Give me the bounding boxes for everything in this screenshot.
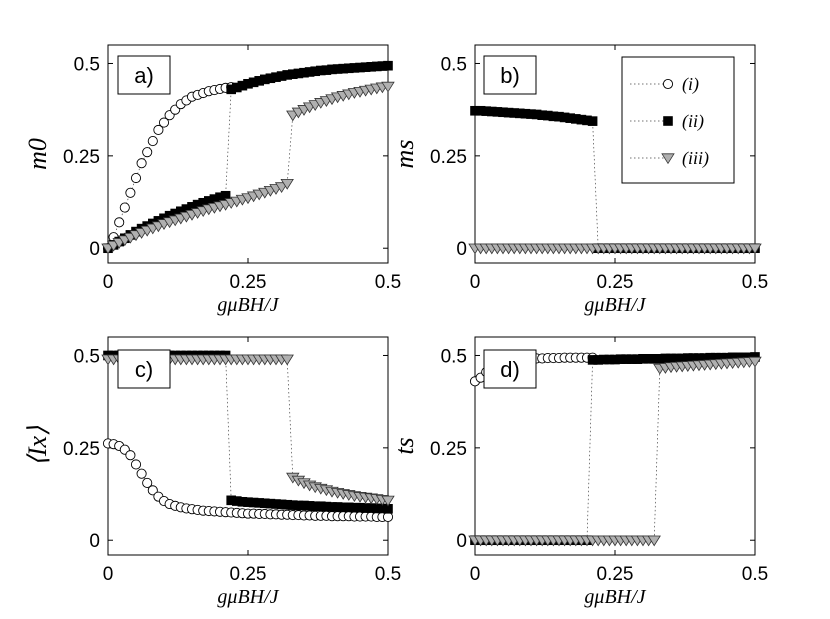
legend-label: (iii) (682, 148, 709, 169)
series-0 (102, 438, 394, 522)
data-point (147, 136, 158, 147)
x-axis-label: gμBH/J (217, 294, 279, 316)
data-point (130, 459, 142, 470)
data-point (748, 356, 762, 368)
data-point (280, 178, 294, 190)
legend-label: (ii) (682, 111, 704, 132)
data-point (147, 485, 158, 496)
x-axis-label: gμBH/J (584, 294, 646, 316)
data-point (647, 535, 661, 547)
y-axis-label: ⟨Ix⟩ (23, 426, 52, 467)
legend-marker (662, 78, 674, 90)
x-tick-label: 0.5 (742, 272, 768, 293)
data-point (119, 202, 130, 213)
data-point (153, 124, 164, 136)
panel-label: d) (500, 357, 520, 382)
y-tick-label: 0.5 (74, 346, 100, 367)
series-2 (468, 243, 762, 255)
y-tick-label: 0.25 (63, 439, 100, 460)
data-point (130, 172, 142, 184)
panel-label-box (483, 349, 537, 389)
y-tick-label: 0.5 (441, 54, 467, 75)
y-tick-label: 0 (456, 531, 467, 552)
data-point (382, 511, 394, 522)
data-point (383, 60, 393, 71)
legend-marker (663, 116, 673, 126)
x-tick-label: 0.25 (597, 272, 634, 293)
data-point (136, 468, 147, 479)
data-point (381, 81, 395, 93)
panel-label-box (117, 349, 171, 389)
legend-label: (i) (682, 74, 699, 95)
data-point (136, 158, 147, 169)
y-tick-label: 0.5 (441, 346, 467, 367)
data-point (381, 495, 395, 507)
legend: (i) (ii) (iii) (621, 56, 735, 184)
panel-label: a) (134, 63, 154, 88)
series-2 (101, 354, 395, 507)
x-axis-label: gμBH/J (217, 586, 279, 608)
x-tick-label: 0 (103, 564, 114, 585)
panel-label: b) (500, 63, 520, 88)
data-point (587, 116, 598, 126)
data-point (125, 187, 136, 198)
y-tick-label: 0.5 (74, 54, 100, 75)
x-tick-label: 0 (470, 272, 481, 293)
y-axis-label: ts (390, 437, 419, 454)
x-tick-label: 0 (470, 564, 481, 585)
data-point (158, 117, 170, 128)
y-tick-label: 0 (456, 239, 467, 260)
panel-d: 0 0.25 0.5 0 0.25 0.5 gμBH/J ts d) (390, 336, 768, 608)
data-point (125, 450, 136, 461)
panel-label-box (117, 55, 171, 95)
data-point (280, 354, 294, 366)
data-point (142, 147, 153, 158)
y-tick-label: 0.25 (430, 147, 467, 168)
panel-b: 0 0.25 0.5 0 0.25 0.5 gμBH/J ms b) (i) (ii) (iii) (390, 44, 768, 316)
x-tick-label: 0.25 (230, 272, 267, 293)
legend-marker (661, 153, 675, 165)
y-axis-label: m0 (23, 138, 52, 170)
y-tick-label: 0 (89, 239, 100, 260)
y-tick-label: 0 (89, 531, 100, 552)
x-tick-label: 0.5 (375, 564, 401, 585)
data-point (114, 217, 125, 228)
x-tick-label: 0.5 (742, 564, 768, 585)
panel-label-box (483, 55, 537, 95)
data-point (748, 243, 762, 255)
panel-a: 0 0.25 0.5 0 0.25 0.5 gμBH/J m0 a) (23, 44, 401, 316)
legend-box (621, 56, 735, 184)
x-axis-label: gμBH/J (584, 586, 646, 608)
y-tick-label: 0.25 (430, 439, 467, 460)
panel-c: 0 0.25 0.5 0 0.25 0.5 gμBH/J ⟨Ix⟩ c) (23, 336, 401, 608)
panel-label: c) (135, 357, 153, 382)
x-tick-label: 0 (103, 272, 114, 293)
x-tick-label: 0.5 (375, 272, 401, 293)
x-tick-label: 0.25 (230, 564, 267, 585)
y-axis-label: ms (390, 140, 419, 169)
data-point (142, 477, 153, 488)
x-tick-label: 0.25 (597, 564, 634, 585)
y-tick-label: 0.25 (63, 147, 100, 168)
series-2 (468, 356, 762, 547)
series-2 (101, 81, 395, 255)
